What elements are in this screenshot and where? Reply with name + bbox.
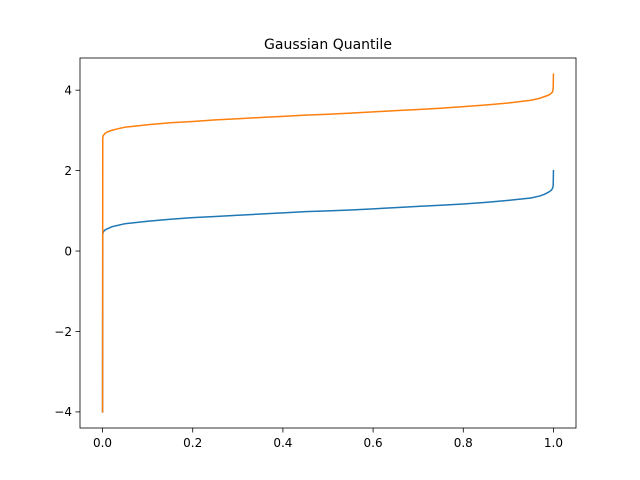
y-tick-label: 0 xyxy=(64,244,72,258)
y-tick-label: 4 xyxy=(64,83,72,97)
y-axis: −4 −2 0 2 4 xyxy=(54,83,80,419)
y-tick-label: −4 xyxy=(54,405,72,419)
y-tick-label: −2 xyxy=(54,325,72,339)
series-line-1 xyxy=(101,169,555,413)
plot-area: 0.0 0.2 0.4 0.6 0.8 1.0 −4 −2 0 2 4 xyxy=(54,57,577,450)
axes-frame xyxy=(79,57,577,429)
y-tick-label: 2 xyxy=(64,164,72,178)
x-tick-label: 1.0 xyxy=(544,436,563,450)
x-tick-label: 0.8 xyxy=(454,436,473,450)
x-tick-label: 0.0 xyxy=(93,436,112,450)
series-line-2 xyxy=(101,73,555,413)
x-tick-label: 0.2 xyxy=(183,436,202,450)
x-tick-label: 0.6 xyxy=(364,436,383,450)
series-layer xyxy=(101,73,555,413)
x-axis: 0.0 0.2 0.4 0.6 0.8 1.0 xyxy=(93,428,563,450)
x-tick-label: 0.4 xyxy=(273,436,292,450)
chart-title: Gaussian Quantile xyxy=(264,37,392,53)
